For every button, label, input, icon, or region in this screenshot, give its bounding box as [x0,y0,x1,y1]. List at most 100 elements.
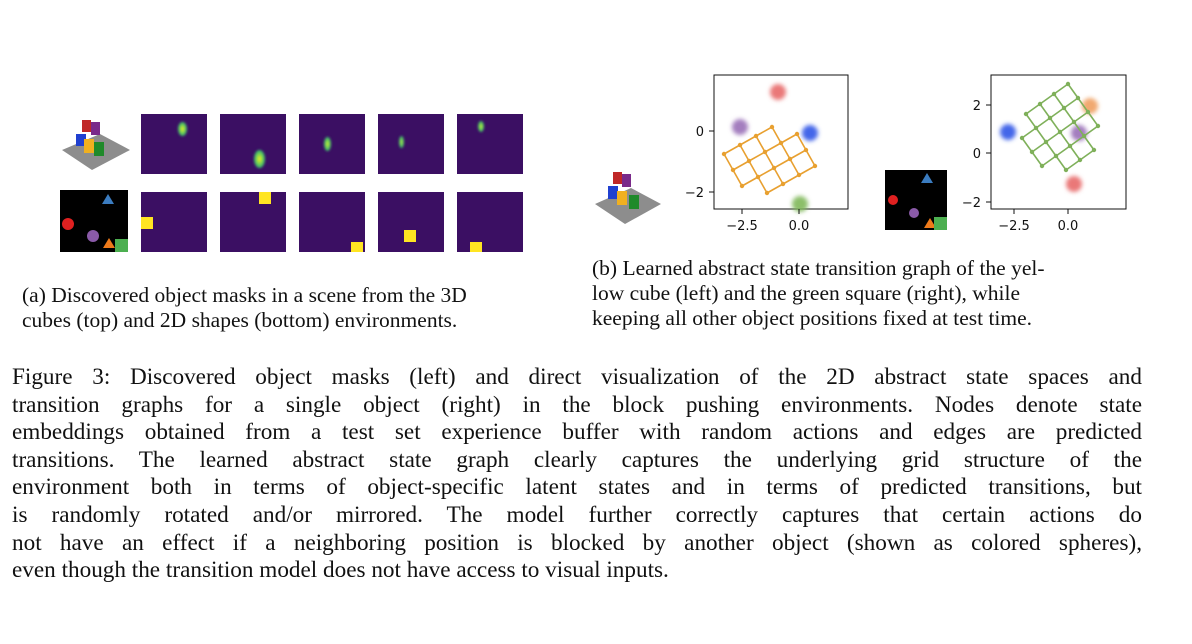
graph-node [1037,101,1043,107]
shapes-2d-scene-image [885,170,947,230]
graph-edge [782,174,800,185]
graph-edge [739,135,757,146]
graph-edge [1059,131,1071,147]
caption-line: transition graphs for a single object (r… [12,391,1142,418]
mask-tile [220,114,286,174]
graph-edge [796,133,807,151]
graph-edge [1049,117,1061,133]
graph-node [771,165,777,171]
transition-graph [1021,83,1099,171]
graph-edge [1083,135,1095,151]
graph-edge [764,151,775,169]
graph-node [1063,167,1069,173]
caption-line: transitions. The learned abstract state … [12,446,1142,473]
figure-caption: Figure 3: Discovered object masks (left)… [12,364,1142,585]
graph-edge [1021,127,1037,139]
figure-a-caption: (a) Discovered object masks in a scene f… [22,283,467,333]
graph-edge [1053,83,1069,95]
graph-node [769,124,775,130]
graph-edge [757,167,775,178]
graph-node [1095,123,1101,129]
y-tick-label: −2 [962,196,981,211]
graph-edge [755,135,766,153]
graph-edge [1039,93,1055,105]
graph-edge [1041,155,1057,167]
caption-line: Figure 3: Discovered object masks (left)… [12,364,1142,390]
graph-node [1039,163,1045,169]
graph-edge [1021,137,1033,153]
cubes-3d-scene-image [595,172,661,224]
graph-edge [780,133,798,144]
graph-node [1075,95,1081,101]
mask-tile [141,114,207,174]
caption-line: (a) Discovered object masks in a scene f… [22,283,467,307]
graph-edge [1069,145,1081,161]
graph-edge [1079,149,1095,161]
graph-node [778,140,784,146]
y-tick-label: 0 [973,147,981,162]
graph-edge [1083,125,1099,137]
graph-edge [739,144,750,162]
graph-edge [1063,107,1075,123]
x-tick-label: 0.0 [789,219,810,234]
mask-tile [141,192,207,252]
graph-node [1057,129,1063,135]
graph-edge [741,176,759,187]
graph-node [739,183,745,189]
mask-tile [220,192,286,252]
left-transition-graph-plot: 0 −2 −2.5 0.0 [685,74,849,234]
graph-nodes [1019,81,1101,173]
graph-node [780,181,786,187]
transition-graph [723,126,816,194]
graph-edge [748,160,759,178]
graph-edge [755,126,773,137]
graph-edge [1045,141,1057,157]
graph-node [1065,81,1071,87]
graph-edge [723,153,734,171]
graph-edge [1031,141,1047,153]
graph-edge [789,149,807,160]
graph-edge [1055,145,1071,157]
graph-edge [1035,127,1047,143]
caption-line: cubes (top) and 2D shapes (bottom) envir… [22,308,458,332]
graph-edge [773,158,791,169]
mask-tile [457,114,523,174]
graph-edge [764,142,782,153]
graph-nodes [721,124,818,196]
mask-tile [299,114,365,174]
graph-edge [798,165,816,176]
graph-edge [1069,135,1085,147]
graph-edge [1053,93,1065,109]
graph-edge [1073,121,1085,137]
colored-spheres [732,84,818,212]
mask-tile [378,192,444,252]
caption-line: embeddings obtained from a test set expe… [12,419,1142,446]
graph-node [730,167,736,173]
graph-edge [780,142,791,160]
caption-line: is randomly rotated and/or mirrored. The… [12,501,1142,528]
y-tick-label: 2 [973,99,981,114]
graph-edge [1077,97,1089,113]
graph-node [1033,125,1039,131]
graph-node [1077,157,1083,163]
graph-node [764,190,770,196]
graph-node [1019,135,1025,141]
graph-edge [771,126,782,144]
graph-edge [1045,131,1061,143]
cubes-3d-scene-image [62,120,130,170]
figure-b-caption: (b) Learned abstract state transition gr… [592,256,1045,331]
graph-node [1047,115,1053,121]
caption-line: not have an effect if a neighboring posi… [12,529,1142,556]
caption-line: environment both in terms of object-spec… [12,474,1142,501]
graph-edge [732,160,750,171]
graph-edge [757,176,768,194]
x-tick-label: −2.5 [726,219,758,234]
graph-edge [805,149,816,167]
graph-node [1053,153,1059,159]
graph-edge [1087,111,1099,127]
graph-edge [1025,113,1037,129]
graph-node [762,149,768,155]
graph-node [1043,139,1049,145]
graph-node [1023,111,1029,117]
graph-edge [1063,97,1079,109]
